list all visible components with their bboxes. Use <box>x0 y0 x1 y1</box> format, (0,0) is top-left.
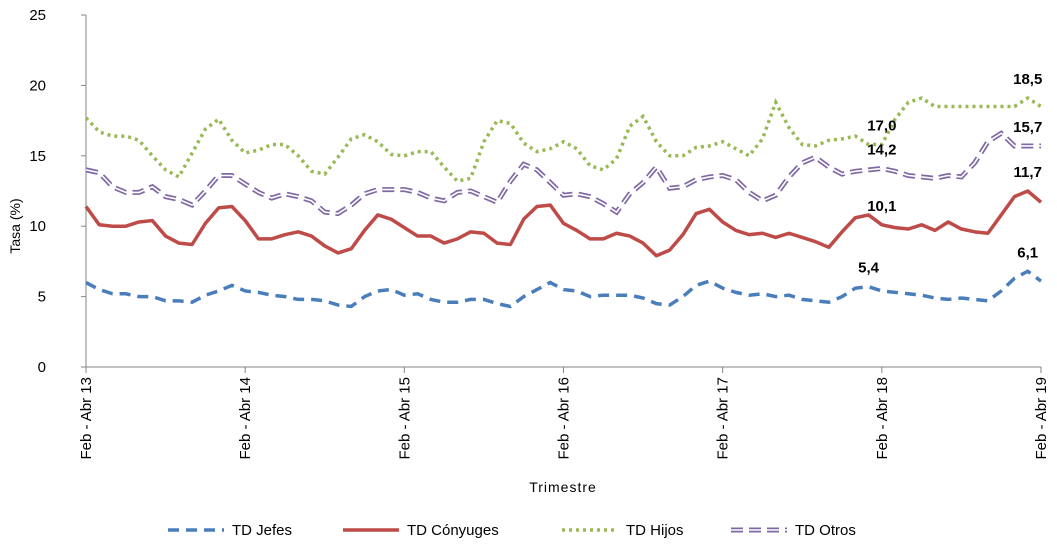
data-label: 6,1 <box>1017 244 1038 261</box>
y-tick-label: 20 <box>29 77 46 94</box>
x-tick-label: Feb - Abr 15 <box>396 377 413 460</box>
legend: TD Jefes TD Cónyuges TD Hijos TD Otros <box>168 522 856 539</box>
data-label: 15,7 <box>1013 119 1042 136</box>
legend-label-td-c-nyuges: TD Cónyuges <box>407 522 499 539</box>
x-tick-label: Feb - Abr 19 <box>1033 377 1050 460</box>
x-axis-title: Trimestre <box>529 479 597 495</box>
data-label: 5,4 <box>858 260 880 277</box>
y-tick-label: 15 <box>29 148 46 165</box>
x-tick-label: Feb - Abr 16 <box>556 377 573 460</box>
x-axis-group: Feb - Abr 13 Feb - Abr 14 Feb - Abr 15 Feb … <box>78 366 1050 460</box>
y-tick-label: 0 <box>38 359 46 376</box>
legend-label-td-hijos: TD Hijos <box>626 522 684 539</box>
x-tick-label: Feb - Abr 14 <box>237 377 254 460</box>
y-axis-title: Tasa (%) <box>7 198 23 253</box>
data-labels-group: 5,4 6,1 10,1 11,7 17,0 18,5 14,2 15,7 <box>858 71 1042 277</box>
x-tick-label: Feb - Abr 13 <box>78 377 95 460</box>
series-line-td-otros-inner <box>85 132 1041 215</box>
data-label: 17,0 <box>867 118 896 135</box>
series-line-td-jefes <box>85 269 1043 309</box>
legend-label-td-otros: TD Otros <box>795 522 856 539</box>
data-label: 14,2 <box>867 141 896 158</box>
y-tick-label: 25 <box>29 7 46 24</box>
series-group <box>84 95 1043 309</box>
series-line-td-c-nyuges <box>84 189 1043 258</box>
y-tick-label: 5 <box>38 289 46 306</box>
y-axis-group: 0 5 10 15 20 25 <box>29 7 87 376</box>
data-label: 10,1 <box>867 198 896 215</box>
x-tick-label: Feb - Abr 18 <box>874 377 891 460</box>
series-line-td-hijos <box>84 95 1042 184</box>
series-line-td-otros <box>85 130 1041 217</box>
y-tick-label: 10 <box>29 218 46 235</box>
data-label: 11,7 <box>1014 164 1042 181</box>
legend-label-td-jefes: TD Jefes <box>232 522 292 539</box>
data-label: 18,5 <box>1013 71 1042 88</box>
x-tick-label: Feb - Abr 17 <box>715 377 732 460</box>
